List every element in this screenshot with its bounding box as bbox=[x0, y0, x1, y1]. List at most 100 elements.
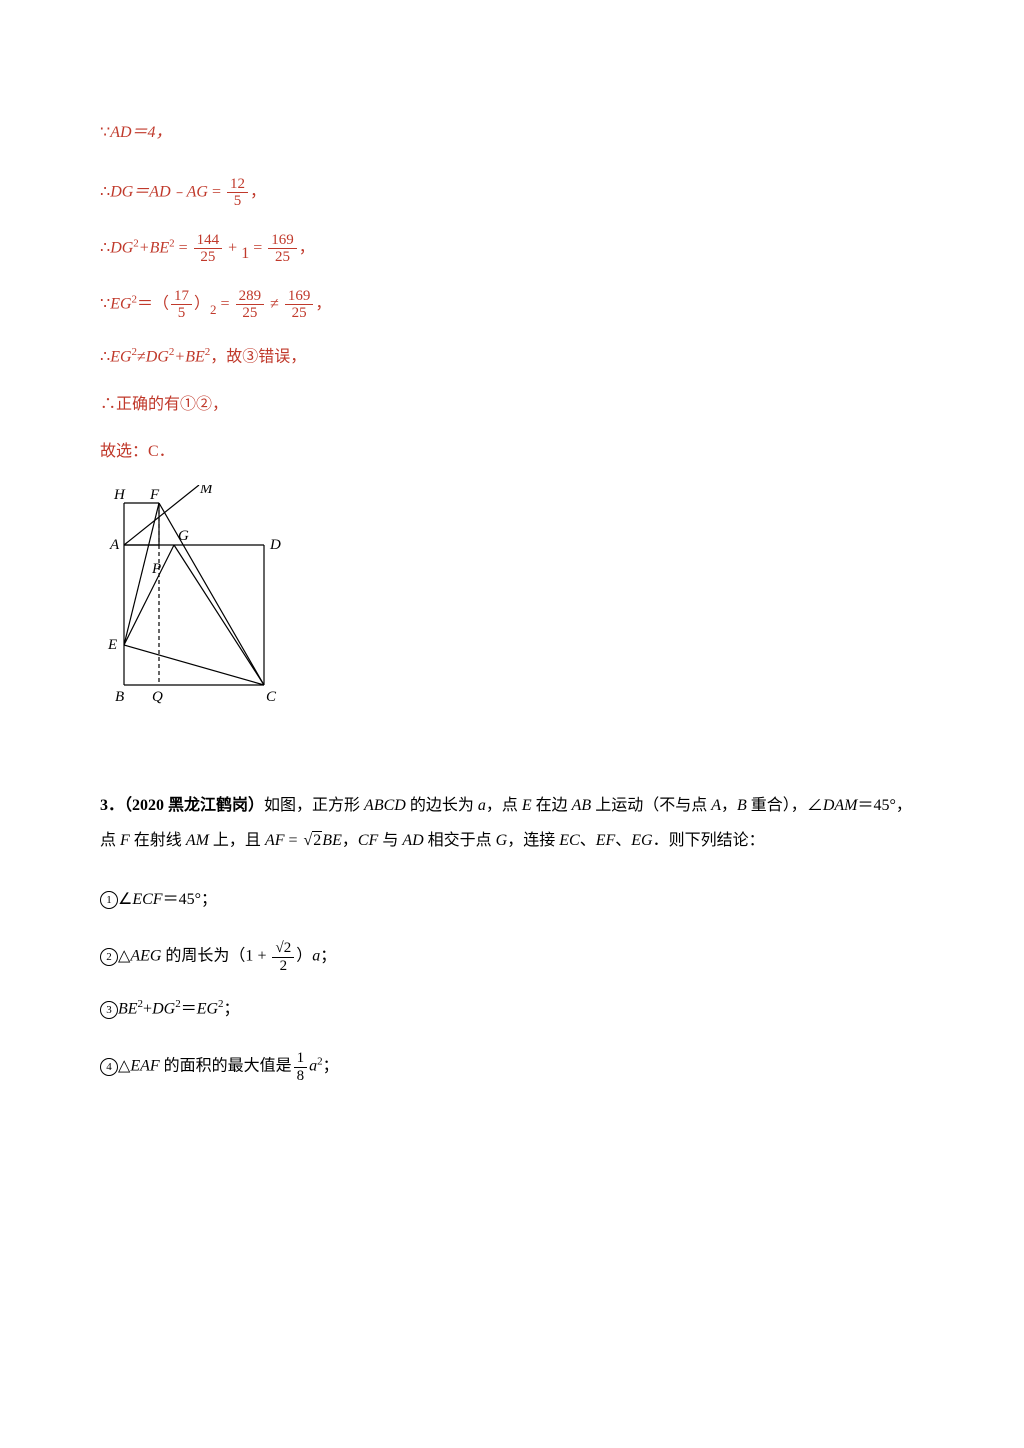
one: 1 bbox=[241, 245, 249, 262]
problem-stem: 3．（2020 黑龙江鹤岗）如图，正方形 ABCD 的边长为 a，点 E 在边 … bbox=[100, 788, 924, 858]
neq: ≠ bbox=[266, 295, 283, 312]
EC: EC bbox=[559, 832, 579, 849]
eq: ＝ bbox=[181, 1001, 197, 1018]
text: +BE bbox=[139, 239, 169, 256]
t: 相交于点 bbox=[424, 832, 496, 849]
t: 与 bbox=[378, 832, 402, 849]
t: ．则下列结论： bbox=[653, 832, 765, 849]
eq: = bbox=[217, 295, 234, 312]
numerator: 12 bbox=[227, 176, 248, 194]
problem-number: 3． bbox=[100, 797, 124, 814]
diagram-svg: ADBCHFMGPEQ bbox=[104, 485, 282, 720]
plus: + bbox=[143, 1001, 152, 1018]
AB: AB bbox=[572, 797, 592, 814]
close: ） bbox=[296, 948, 312, 965]
F: F bbox=[120, 832, 130, 849]
sol-line-2: ∴DG＝AD﹣AG = 125， bbox=[100, 176, 924, 210]
t: ，连接 bbox=[507, 832, 559, 849]
plus: + bbox=[253, 948, 270, 965]
tri: △ bbox=[118, 948, 130, 965]
text: DG bbox=[110, 239, 133, 256]
EAF: EAF bbox=[130, 1058, 159, 1075]
a: a bbox=[478, 797, 486, 814]
therefore: ∴ bbox=[100, 239, 110, 256]
EG: EG bbox=[197, 1001, 218, 1018]
EG: EG bbox=[631, 832, 652, 849]
fraction: 16925 bbox=[268, 232, 297, 266]
denominator: 2 bbox=[272, 958, 294, 975]
fraction: 175 bbox=[171, 288, 192, 322]
option-2: 2△AEG 的周长为（1 + √22）a； bbox=[100, 940, 924, 974]
ECF: ECF bbox=[132, 891, 162, 908]
close: ） bbox=[194, 295, 210, 312]
sol-line-7: 故选：C． bbox=[100, 439, 924, 465]
tail: ， bbox=[299, 239, 315, 256]
BE: BE bbox=[322, 832, 342, 849]
tail: ； bbox=[320, 948, 336, 965]
sep: 、 bbox=[580, 832, 596, 849]
tail: ， bbox=[315, 295, 331, 312]
EF: EF bbox=[596, 832, 616, 849]
denominator: 25 bbox=[194, 249, 223, 266]
t: 的周长为（1 bbox=[161, 948, 253, 965]
t: 上运动（不与点 bbox=[591, 797, 711, 814]
circled-3: 3 bbox=[100, 1001, 118, 1019]
t: 在射线 bbox=[130, 832, 186, 849]
denominator: 5 bbox=[227, 193, 248, 210]
denominator: 25 bbox=[236, 305, 265, 322]
t: ， bbox=[342, 832, 358, 849]
numerator: 169 bbox=[285, 288, 314, 306]
fraction: 14425 bbox=[194, 232, 223, 266]
t: ， bbox=[721, 797, 737, 814]
AD: AD bbox=[402, 832, 423, 849]
svg-text:M: M bbox=[199, 485, 214, 497]
t: ，点 bbox=[486, 797, 522, 814]
CF: CF bbox=[358, 832, 378, 849]
eq: = bbox=[249, 239, 266, 256]
numerator: √2 bbox=[272, 940, 294, 958]
t: ＝45°； bbox=[163, 891, 217, 908]
svg-text:D: D bbox=[269, 537, 281, 553]
text: 故选：C． bbox=[100, 443, 175, 460]
exp-2: 2 bbox=[210, 302, 217, 317]
angle: ∠ bbox=[118, 891, 132, 908]
AEG: AEG bbox=[130, 948, 161, 965]
svg-text:P: P bbox=[151, 561, 161, 577]
sol-line-5: ∴EG2≠DG2+BE2，故③错误， bbox=[100, 344, 924, 370]
G: G bbox=[496, 832, 508, 849]
therefore: ∴ bbox=[100, 396, 116, 413]
text: +BE bbox=[174, 348, 204, 365]
sol-line-6: ∴正确的有①②， bbox=[100, 392, 924, 418]
because: ∵ bbox=[100, 295, 110, 312]
option-4: 4△EAF 的面积的最大值是18a2； bbox=[100, 1050, 924, 1084]
sol-line-4: ∵EG2＝（175）2 = 28925 ≠ 16925， bbox=[100, 288, 924, 322]
svg-text:B: B bbox=[115, 689, 124, 705]
BE: BE bbox=[118, 1001, 138, 1018]
svg-text:A: A bbox=[109, 537, 120, 553]
B: B bbox=[737, 797, 747, 814]
svg-text:H: H bbox=[113, 487, 126, 503]
sqrt: 2 bbox=[302, 823, 323, 858]
abcd: ABCD bbox=[364, 797, 406, 814]
fraction: 16925 bbox=[285, 288, 314, 322]
therefore: ∴ bbox=[100, 183, 110, 200]
svg-text:G: G bbox=[178, 528, 189, 544]
numerator: 169 bbox=[268, 232, 297, 250]
numerator: 289 bbox=[236, 288, 265, 306]
text: DG bbox=[146, 348, 169, 365]
tail: ； bbox=[323, 1058, 339, 1075]
sol-line-1: ∵AD＝4， bbox=[100, 120, 924, 146]
denominator: 25 bbox=[285, 305, 314, 322]
a: a bbox=[309, 1058, 317, 1075]
svg-text:C: C bbox=[266, 689, 277, 705]
t: 如图，正方形 bbox=[264, 797, 364, 814]
sep: 、 bbox=[615, 832, 631, 849]
fraction: 18 bbox=[294, 1050, 308, 1084]
text: DG＝AD﹣AG bbox=[110, 183, 208, 200]
option-3: 3BE2+DG2＝EG2； bbox=[100, 996, 924, 1022]
radicand: 2 bbox=[312, 831, 322, 849]
eq: = bbox=[175, 239, 192, 256]
circled-1: 1 bbox=[100, 891, 118, 909]
fraction: 125 bbox=[227, 176, 248, 210]
denominator: 5 bbox=[171, 305, 192, 322]
